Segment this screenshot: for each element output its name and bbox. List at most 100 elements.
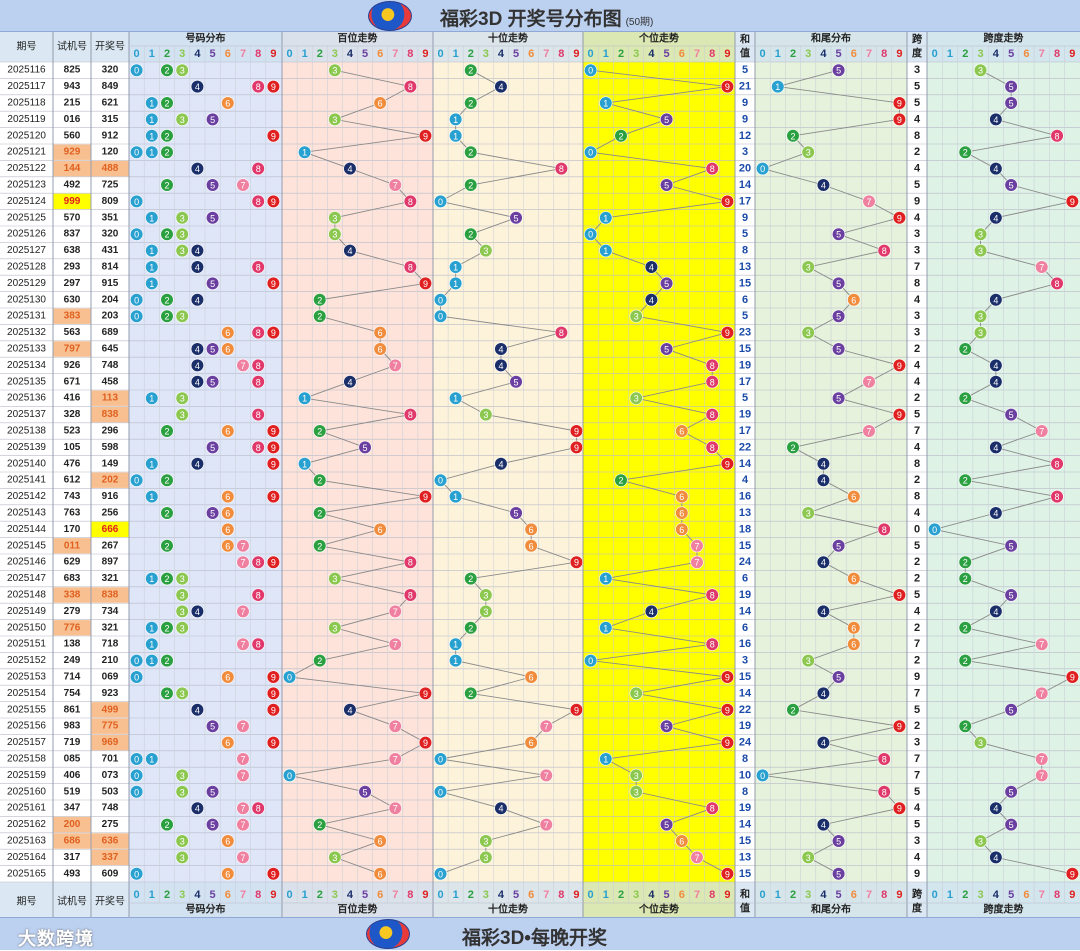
draw-number-cell: 431 [102, 245, 119, 256]
hundreds-ball: 9 [418, 129, 433, 143]
ball-digit: 9 [271, 279, 276, 289]
distribution-ball: 9 [266, 670, 281, 684]
header-digit-3-bottom: 3 [977, 889, 983, 901]
ball-circle [705, 801, 719, 815]
ball-digit: 6 [679, 427, 684, 437]
ball-circle [221, 342, 235, 356]
footer-slogan: 福彩3D•每晚开奖 [462, 928, 607, 949]
ball-digit: 3 [806, 853, 811, 863]
header-digit-9-top: 9 [270, 48, 276, 60]
header-digit-6-bottom: 6 [1023, 889, 1029, 901]
ball-circle [816, 178, 831, 192]
ball-circle [343, 162, 357, 176]
ball-digit: 2 [963, 656, 968, 666]
ball-circle [328, 571, 342, 586]
test-number-cell: 328 [64, 409, 81, 420]
ball-digit: 9 [574, 443, 579, 453]
ball-circle [206, 276, 220, 290]
header-span-top-bottom: 跨 [912, 888, 923, 901]
ball-circle [403, 555, 417, 569]
ball-digit: 6 [679, 837, 684, 847]
distribution-ball: 8 [251, 162, 265, 176]
ball-digit: 2 [164, 820, 169, 830]
ball-digit: 6 [851, 492, 856, 502]
ball-digit: 8 [256, 410, 261, 420]
ball-circle [221, 834, 235, 848]
sum-value-cell: 5 [742, 64, 748, 76]
ball-circle [659, 112, 674, 126]
distribution-ball: 9 [266, 735, 281, 750]
ball-digit: 5 [210, 820, 215, 830]
ball-digit: 1 [149, 656, 154, 666]
span-value-cell: 4 [914, 359, 921, 371]
units-ball: 3 [629, 686, 643, 701]
span-column-bg [907, 32, 927, 917]
span-value-cell: 7 [914, 261, 920, 273]
tens-ball: 1 [449, 112, 463, 126]
ball-circle [958, 473, 972, 487]
sum-tail-ball: 3 [801, 326, 815, 340]
ball-circle [236, 604, 250, 619]
ball-digit: 3 [483, 853, 488, 863]
draw-number-cell: 315 [102, 114, 119, 125]
ball-circle [388, 178, 402, 192]
distribution-ball: 2 [160, 653, 174, 668]
span-value-cell: 9 [914, 868, 920, 880]
units-ball: 9 [720, 326, 735, 340]
hundreds-ball: 4 [343, 244, 357, 258]
sum-tail-ball: 5 [831, 309, 846, 323]
span-ball: 7 [1035, 637, 1049, 651]
ball-circle [160, 817, 174, 832]
distribution-ball: 2 [160, 571, 174, 586]
header-band-top [0, 32, 1080, 62]
distribution-ball: 0 [130, 145, 144, 159]
header-digit-1-top: 1 [149, 48, 155, 60]
header-digit-8-bottom: 8 [1054, 889, 1060, 901]
sum-tail-ball: 5 [831, 227, 846, 241]
sum-tail-ball: 8 [877, 785, 891, 799]
ball-circle [831, 276, 846, 290]
sum-value-cell: 10 [739, 769, 751, 781]
distribution-ball: 3 [175, 604, 189, 619]
ball-digit: 5 [836, 673, 841, 683]
tens-ball: 0 [433, 867, 448, 881]
ball-digit: 8 [882, 787, 887, 797]
ball-circle [130, 867, 144, 881]
units-ball: 1 [599, 571, 613, 586]
units-ball: 6 [675, 834, 689, 848]
ball-circle [464, 96, 478, 110]
ball-circle [221, 522, 235, 537]
ball-circle [266, 129, 281, 143]
distribution-ball: 7 [236, 604, 250, 619]
ball-circle [130, 293, 144, 307]
span-ball: 2 [958, 571, 972, 586]
distribution-ball: 8 [251, 637, 265, 651]
ball-digit: 0 [438, 197, 443, 207]
sum-tail-ball: 4 [816, 555, 831, 569]
ball-digit: 4 [993, 607, 998, 617]
ball-circle [449, 112, 463, 126]
header-digit-4-bottom: 4 [648, 889, 655, 901]
period-cell: 2025117 [7, 81, 46, 92]
ball-circle [973, 834, 988, 848]
units-ball: 0 [583, 227, 598, 241]
span-value-cell: 2 [914, 655, 920, 667]
tens-ball: 4 [494, 801, 508, 815]
ball-digit: 3 [180, 394, 185, 404]
ball-digit: 4 [195, 607, 200, 617]
header-draw-bottom: 开奖号 [95, 895, 125, 908]
sum-value-cell: 15 [739, 540, 751, 552]
ball-circle [831, 391, 846, 405]
ball-digit: 4 [993, 295, 998, 305]
distribution-ball: 0 [130, 63, 144, 77]
ball-circle [1004, 79, 1018, 94]
ball-circle [433, 309, 448, 323]
ball-digit: 2 [317, 312, 322, 322]
ball-circle [690, 850, 704, 865]
hundreds-ball: 7 [388, 801, 402, 815]
distribution-ball: 2 [160, 309, 174, 323]
ball-circle [328, 227, 342, 241]
distribution-ball: 7 [236, 817, 250, 832]
distribution-ball: 1 [145, 637, 159, 651]
ball-circle [862, 424, 876, 438]
